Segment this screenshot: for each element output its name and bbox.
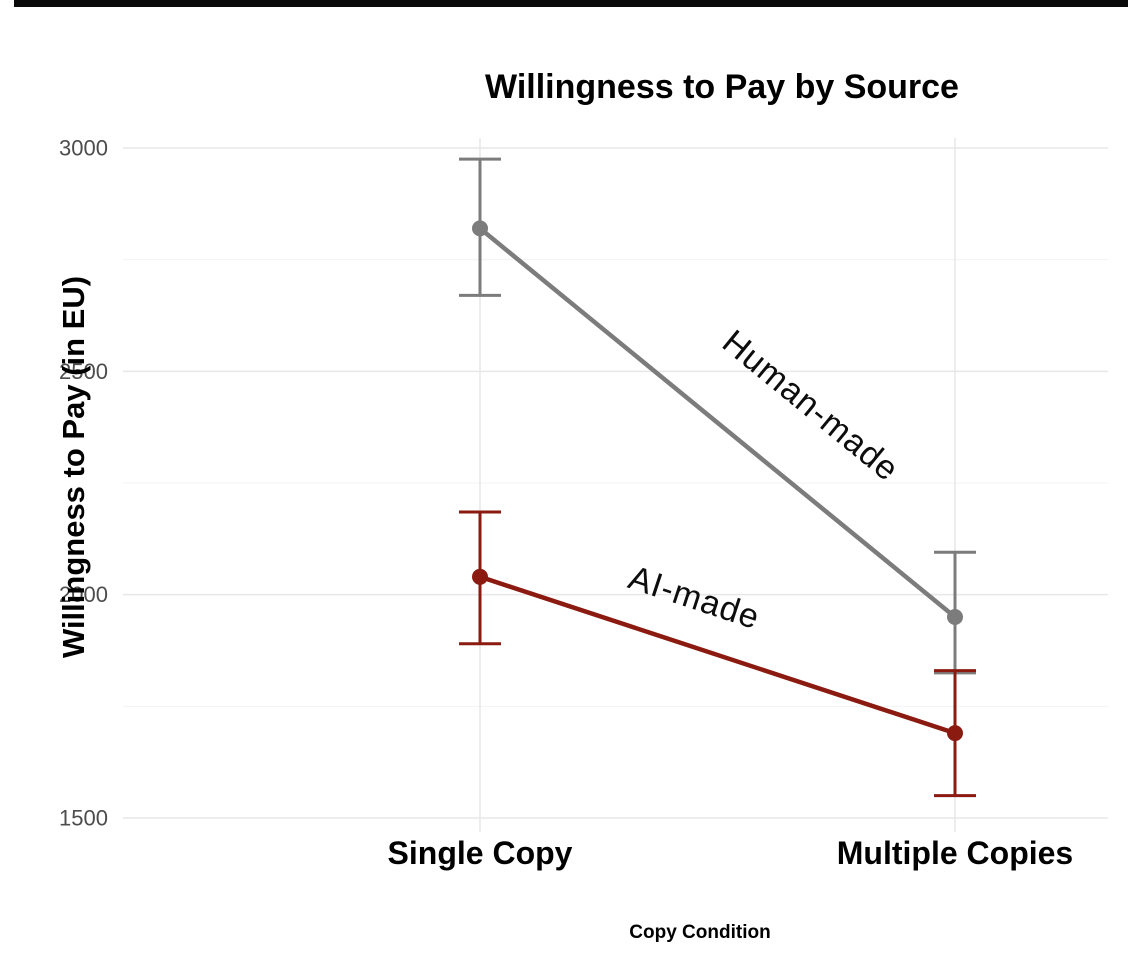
y-tick-label-1500: 1500 — [59, 806, 108, 831]
y-tick-label-2000: 2000 — [59, 582, 108, 607]
line-human-made — [477, 226, 958, 620]
y-tick-label-2500: 2500 — [59, 359, 108, 384]
series-label-ai-made: AI-made — [624, 559, 765, 637]
gridlines-group — [123, 138, 1108, 832]
x-category-label-multiple-copies: Multiple Copies — [837, 835, 1073, 871]
point-human-made-multiple-copies — [947, 609, 963, 625]
series-label-human-made: Human-made — [715, 323, 906, 489]
point-ai-made-single-copy — [472, 568, 488, 585]
line-ai-made — [477, 574, 958, 736]
chart-title: Willingness to Pay by Source — [485, 68, 959, 106]
point-ai-made-multiple-copies — [947, 725, 963, 742]
point-human-made-single-copy — [472, 220, 488, 237]
top-border-bar — [14, 0, 1128, 7]
y-axis-title: Willingness to Pay (in EU) — [56, 276, 91, 658]
x-axis-title: Copy Condition — [629, 922, 770, 943]
x-category-label-single-copy: Single Copy — [388, 835, 573, 871]
y-tick-label-3000: 3000 — [59, 136, 108, 161]
series-group: Human-made AI-made — [459, 157, 976, 798]
axis-text-group: 1500 2000 2500 3000 Single Copy Multiple Copi… — [59, 136, 1073, 872]
